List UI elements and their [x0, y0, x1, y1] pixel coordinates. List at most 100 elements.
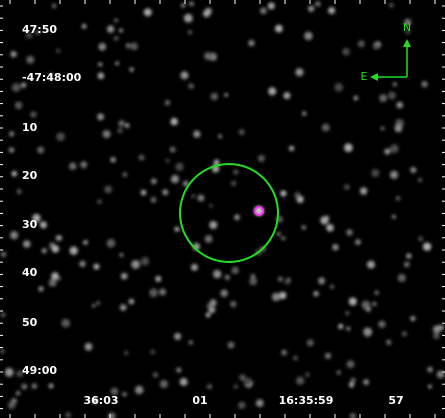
star: [281, 350, 287, 356]
star: [123, 172, 128, 177]
star: [295, 68, 303, 76]
sky-chart: N E 47:50-47:48:00102030405049:0036:0301…: [0, 0, 445, 418]
star: [344, 184, 350, 190]
star: [151, 178, 157, 184]
star: [272, 293, 280, 301]
star: [98, 43, 106, 51]
star: [110, 157, 116, 163]
star: [362, 301, 371, 310]
star: [256, 399, 264, 407]
star: [32, 383, 37, 388]
star: [159, 289, 166, 296]
star: [345, 311, 349, 315]
star: [188, 30, 192, 34]
star: [70, 247, 78, 255]
star: [83, 240, 88, 245]
star: [268, 87, 276, 95]
star: [325, 353, 331, 359]
star: [378, 321, 385, 328]
star: [126, 43, 132, 49]
star: [344, 143, 353, 152]
star: [213, 270, 221, 278]
star: [284, 279, 290, 285]
star: [396, 196, 401, 201]
star: [208, 306, 215, 313]
star: [23, 240, 31, 248]
star: [221, 290, 228, 297]
star: [210, 299, 217, 306]
star: [98, 62, 102, 66]
star: [322, 124, 330, 132]
star: [135, 386, 143, 394]
star: [410, 316, 415, 321]
star: [10, 231, 18, 239]
dec-label: -47:48:00: [22, 71, 82, 84]
star: [124, 351, 128, 355]
star: [342, 48, 350, 56]
star: [97, 113, 104, 120]
star: [56, 49, 60, 53]
star: [423, 243, 431, 251]
star: [224, 93, 228, 97]
star: [171, 175, 179, 183]
star: [238, 402, 245, 409]
star: [358, 40, 365, 47]
star: [160, 380, 168, 388]
star: [315, 1, 320, 6]
star: [313, 291, 318, 296]
star: [1, 350, 5, 354]
dec-label: 49:00: [22, 364, 57, 377]
star: [85, 343, 93, 351]
star: [260, 8, 267, 15]
star: [427, 367, 433, 373]
star: [233, 169, 238, 174]
star: [398, 274, 406, 282]
star: [144, 8, 152, 16]
star: [239, 129, 245, 135]
star: [9, 131, 14, 136]
star: [153, 372, 158, 377]
star: [125, 123, 129, 127]
star: [171, 118, 178, 125]
star: [372, 302, 376, 306]
star: [418, 237, 423, 242]
star: [211, 93, 219, 101]
star: [354, 96, 359, 101]
star: [334, 83, 343, 92]
star: [11, 51, 17, 57]
star: [326, 224, 334, 232]
ra-label: 57: [388, 394, 403, 407]
star: [338, 324, 343, 329]
dec-label: 50: [22, 316, 38, 329]
star: [258, 155, 265, 162]
star: [12, 83, 21, 92]
star: [150, 350, 155, 355]
sky-background: [0, 0, 445, 418]
ra-label: 36:03: [83, 394, 118, 407]
star: [396, 102, 403, 109]
star: [37, 147, 44, 154]
star: [175, 227, 180, 232]
star: [98, 73, 105, 80]
ra-label: 16:35:59: [279, 394, 334, 407]
star: [381, 127, 385, 131]
star: [189, 340, 193, 344]
star: [275, 25, 283, 33]
star: [289, 146, 294, 151]
star: [103, 130, 111, 138]
star: [21, 384, 27, 390]
star: [346, 327, 350, 331]
star: [175, 163, 183, 171]
dec-label: 10: [22, 121, 38, 134]
star: [80, 161, 87, 168]
star: [347, 360, 355, 368]
star: [218, 135, 222, 139]
star: [384, 149, 390, 155]
star: [404, 262, 410, 268]
star: [42, 248, 47, 253]
star: [318, 277, 325, 284]
star: [52, 4, 56, 8]
star: [119, 253, 123, 257]
star: [15, 102, 23, 110]
star: [79, 261, 85, 267]
